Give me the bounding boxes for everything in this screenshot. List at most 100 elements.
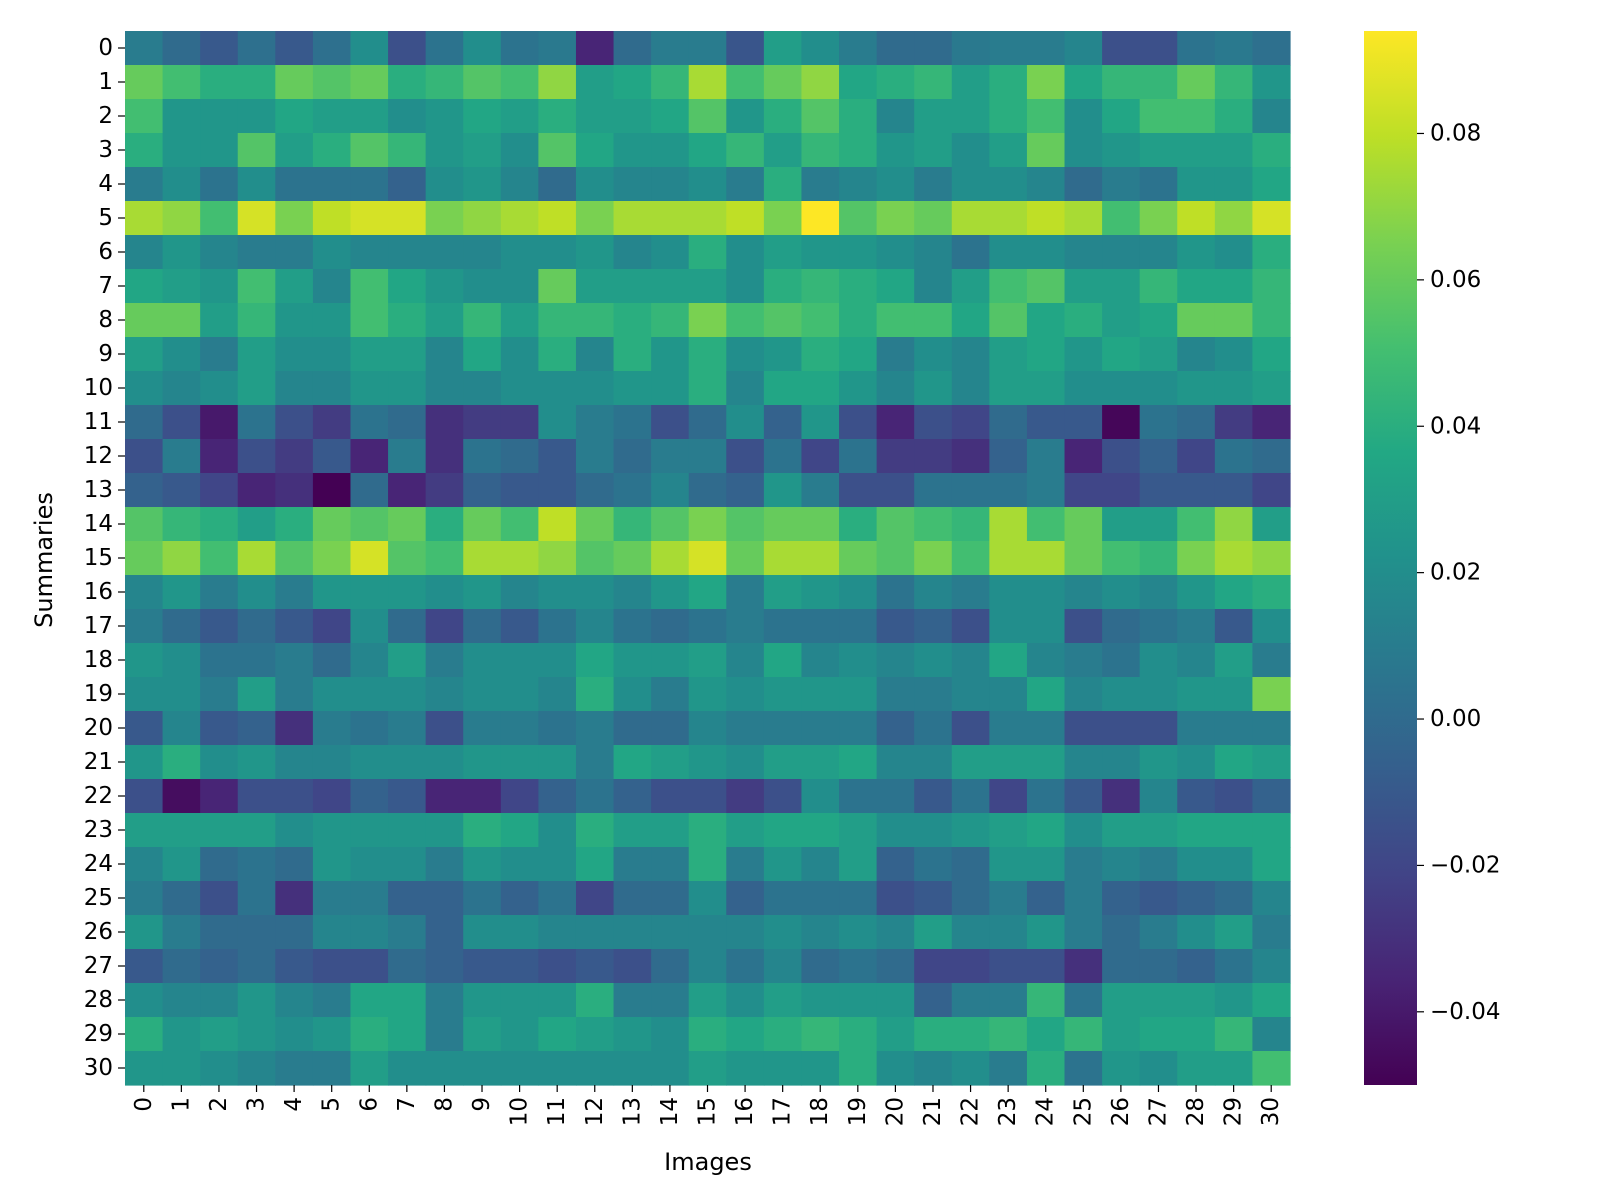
heatmap-cell bbox=[1214, 201, 1254, 236]
heatmap-cell bbox=[989, 575, 1028, 610]
heatmap-cell bbox=[876, 269, 915, 304]
heatmap-cell bbox=[839, 473, 878, 508]
heatmap-cell bbox=[914, 643, 953, 678]
heatmap-cell bbox=[500, 643, 539, 678]
heatmap-cell bbox=[350, 235, 389, 270]
heatmap-cell bbox=[500, 405, 539, 440]
heatmap-cell bbox=[162, 643, 201, 678]
heatmap-cell bbox=[463, 439, 502, 474]
heatmap-cell bbox=[688, 99, 727, 134]
heatmap-cell bbox=[839, 677, 878, 712]
heatmap-cell bbox=[1177, 779, 1216, 814]
heatmap-cell bbox=[801, 745, 840, 780]
heatmap-cell bbox=[989, 949, 1028, 984]
heatmap-cell bbox=[613, 609, 652, 644]
heatmap-cell bbox=[350, 99, 389, 134]
heatmap-cell bbox=[162, 371, 201, 406]
heatmap-cell bbox=[951, 235, 990, 270]
heatmap-cell bbox=[763, 711, 803, 746]
heatmap-cell bbox=[726, 1051, 765, 1086]
heatmap-cell bbox=[613, 847, 652, 882]
heatmap-cell bbox=[275, 949, 314, 984]
heatmap-cell bbox=[763, 881, 803, 916]
y-axis-ticks: 0123456789101112131415161718192021222324… bbox=[84, 35, 125, 1081]
heatmap-cell bbox=[275, 133, 314, 168]
heatmap-cell bbox=[613, 813, 652, 848]
heatmap-cell bbox=[1252, 167, 1291, 202]
heatmap-cell bbox=[763, 541, 803, 576]
heatmap-cell bbox=[1214, 847, 1254, 882]
heatmap-cell bbox=[1214, 745, 1254, 780]
heatmap-cell bbox=[125, 575, 164, 610]
heatmap-cell bbox=[1214, 371, 1254, 406]
heatmap-cell bbox=[463, 201, 502, 236]
heatmap-cell bbox=[839, 983, 878, 1018]
heatmap-cell bbox=[350, 915, 389, 950]
heatmap-cell bbox=[651, 133, 690, 168]
heatmap-cell bbox=[1026, 643, 1066, 678]
heatmap-cell bbox=[1064, 609, 1103, 644]
heatmap-cell bbox=[876, 65, 915, 100]
heatmap-cell bbox=[651, 1051, 690, 1086]
heatmap-cell bbox=[1139, 303, 1178, 338]
heatmap-cell bbox=[200, 847, 239, 882]
heatmap-cell bbox=[688, 269, 727, 304]
heatmap-cell bbox=[1064, 303, 1103, 338]
heatmap-cell bbox=[350, 983, 389, 1018]
heatmap-cell bbox=[613, 371, 652, 406]
heatmap-cell bbox=[312, 779, 352, 814]
heatmap-cell bbox=[989, 371, 1028, 406]
heatmap-cell bbox=[500, 677, 539, 712]
heatmap-cell bbox=[312, 1017, 352, 1052]
heatmap-cell bbox=[1252, 949, 1291, 984]
heatmap-cell bbox=[951, 167, 990, 202]
heatmap-cell bbox=[350, 949, 389, 984]
heatmap-cell bbox=[1026, 949, 1066, 984]
heatmap-cell bbox=[763, 235, 803, 270]
heatmap-cell bbox=[312, 133, 352, 168]
heatmap-cell bbox=[989, 779, 1028, 814]
heatmap-cell bbox=[162, 1051, 201, 1086]
heatmap-cell bbox=[1102, 1051, 1141, 1086]
heatmap-cell bbox=[237, 983, 276, 1018]
heatmap-cell bbox=[839, 915, 878, 950]
heatmap-cell bbox=[463, 1017, 502, 1052]
heatmap-cell bbox=[350, 507, 389, 542]
x-tick-label: 7 bbox=[394, 1097, 420, 1112]
y-tick-label: 19 bbox=[84, 681, 113, 707]
heatmap-cell bbox=[125, 915, 164, 950]
heatmap-cell bbox=[162, 847, 201, 882]
heatmap-cell bbox=[763, 1051, 803, 1086]
heatmap-cell bbox=[463, 711, 502, 746]
heatmap-cell bbox=[613, 643, 652, 678]
heatmap-cell bbox=[1139, 65, 1178, 100]
heatmap-cell bbox=[876, 1017, 915, 1052]
heatmap-cell bbox=[388, 235, 427, 270]
heatmap-cell bbox=[1102, 949, 1141, 984]
y-tick-label: 0 bbox=[98, 35, 113, 61]
heatmap-cell bbox=[989, 99, 1028, 134]
heatmap-cell bbox=[575, 881, 615, 916]
heatmap-cell bbox=[125, 235, 164, 270]
heatmap-cell bbox=[839, 949, 878, 984]
heatmap-cell bbox=[726, 167, 765, 202]
heatmap-cell bbox=[839, 439, 878, 474]
heatmap-cell bbox=[125, 677, 164, 712]
heatmap-cell bbox=[500, 507, 539, 542]
heatmap-cell bbox=[425, 779, 464, 814]
heatmap-cell bbox=[425, 643, 464, 678]
heatmap-cell bbox=[125, 609, 164, 644]
heatmap-cell bbox=[388, 813, 427, 848]
heatmap-cell bbox=[1139, 643, 1178, 678]
heatmap-cell bbox=[237, 575, 276, 610]
heatmap-cell bbox=[1177, 575, 1216, 610]
heatmap-cell bbox=[914, 31, 953, 66]
heatmap-cell bbox=[651, 65, 690, 100]
heatmap-cell bbox=[500, 949, 539, 984]
heatmap-cell bbox=[1102, 99, 1141, 134]
heatmap-cell bbox=[575, 915, 615, 950]
heatmap-cell bbox=[425, 541, 464, 576]
heatmap-cell bbox=[575, 337, 615, 372]
heatmap-cell bbox=[1102, 473, 1141, 508]
heatmap-cell bbox=[463, 235, 502, 270]
